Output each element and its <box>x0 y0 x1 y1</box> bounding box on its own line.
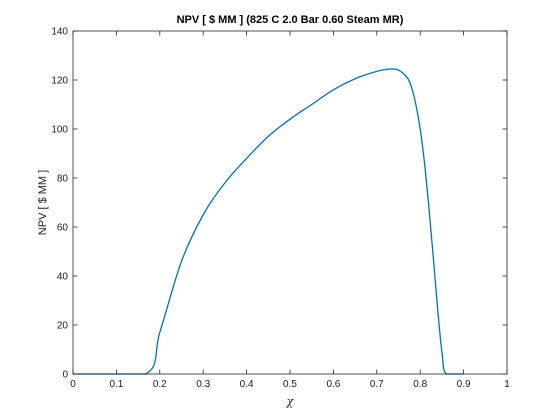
x-tick-label: 0.6 <box>326 379 340 390</box>
ticks-layer: 0 0.1 0.2 0.3 0.4 0.5 0.6 0.7 0.8 0.9 1 0 20 40 60 80 10… <box>51 27 510 391</box>
y-tick-label: 80 <box>57 174 69 185</box>
x-tick-label: 0.4 <box>240 379 254 390</box>
plot-area <box>73 31 507 374</box>
y-tick-label: 100 <box>51 125 68 136</box>
x-tick-label: 0.9 <box>457 379 471 390</box>
y-tick-label: 60 <box>57 223 69 234</box>
x-tick-label: 0 <box>70 379 76 390</box>
x-tick-label: 0.3 <box>196 379 210 390</box>
x-tick-label: 1 <box>504 379 510 390</box>
y-tick-label: 20 <box>57 321 69 332</box>
x-tick-label: 0.1 <box>109 379 123 390</box>
chart-title: NPV [ $ MM ] (825 C 2.0 Bar 0.60 Steam M… <box>177 14 404 26</box>
x-tick-label: 0.7 <box>370 379 384 390</box>
x-axis-label: χ <box>286 395 295 408</box>
y-axis-label: NPV [ $ MM ] <box>37 170 49 235</box>
x-tick-label: 0.5 <box>283 379 297 390</box>
x-tick-label: 0.8 <box>413 379 427 390</box>
y-tick-label: 140 <box>51 27 68 38</box>
y-tick-label: 120 <box>51 76 68 87</box>
plot-frame <box>72 30 508 375</box>
npv-series-line <box>73 68 464 375</box>
y-tick-label: 40 <box>57 272 69 283</box>
series-layer <box>73 68 464 375</box>
y-tick-label: 0 <box>62 370 68 381</box>
x-tick-label: 0.2 <box>153 379 167 390</box>
